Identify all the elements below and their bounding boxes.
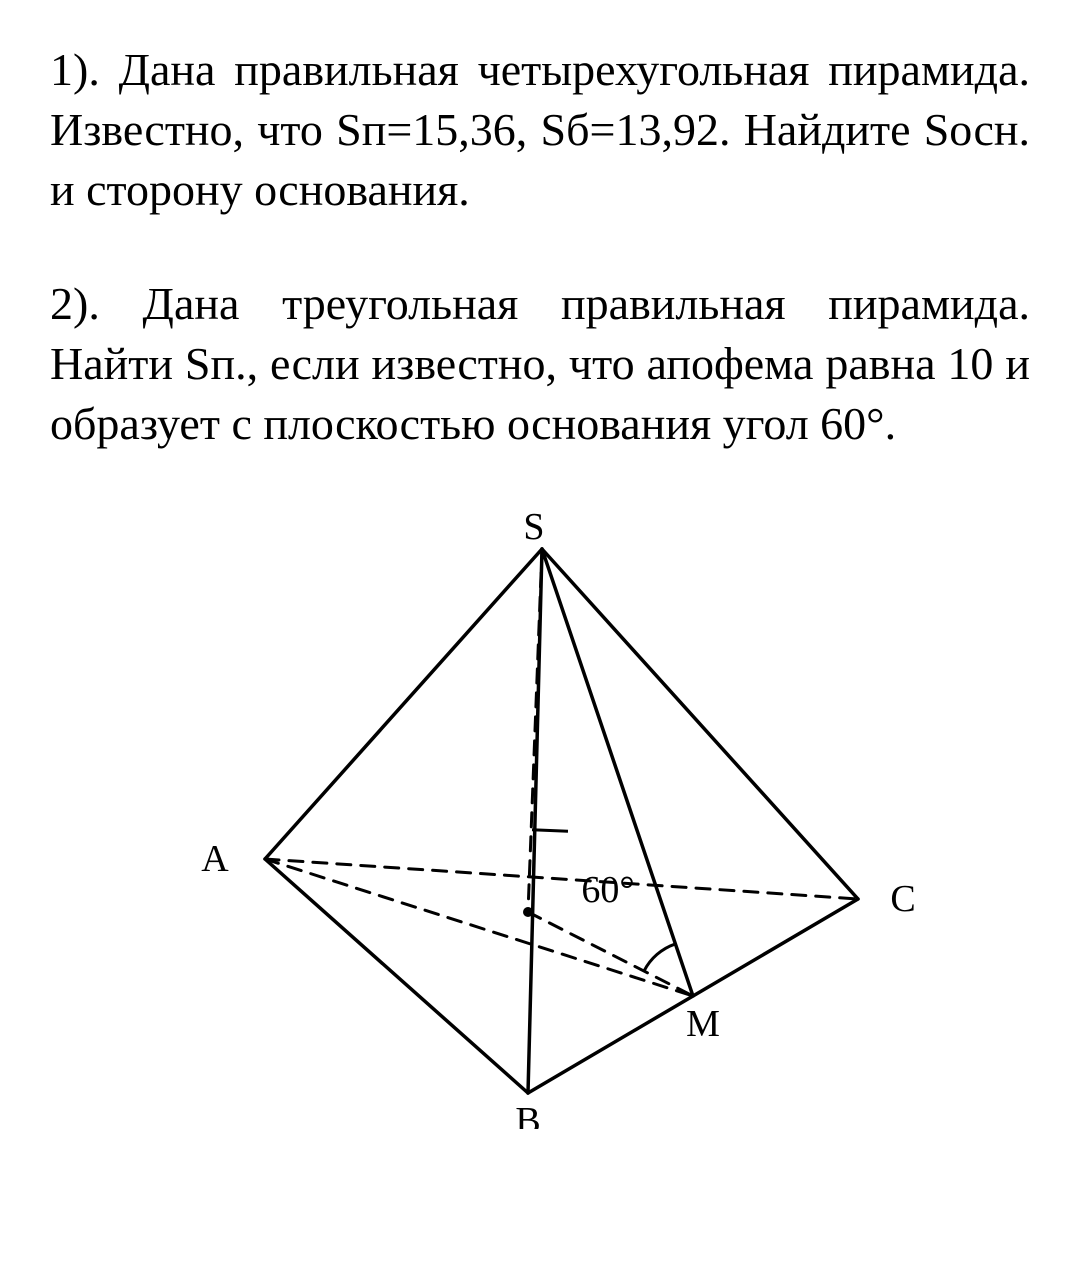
problem-2-text: 2). Дана треугольная правильная пирамида…	[50, 274, 1030, 453]
svg-text:C: C	[890, 878, 915, 920]
pyramid-diagram: S A B C M 60°	[140, 509, 940, 1129]
svg-text:A: A	[201, 838, 229, 880]
svg-text:B: B	[515, 1100, 540, 1129]
svg-text:60°: 60°	[581, 869, 634, 911]
problem-2: 2). Дана треугольная правильная пирамида…	[50, 274, 1030, 453]
problem-1-text: 1). Дана правильная четырехугольная пира…	[50, 40, 1030, 219]
svg-text:S: S	[523, 509, 544, 548]
problem-1: 1). Дана правильная четырехугольная пира…	[50, 40, 1030, 219]
svg-text:M: M	[686, 1003, 720, 1045]
diagram-container: S A B C M 60°	[50, 509, 1030, 1129]
